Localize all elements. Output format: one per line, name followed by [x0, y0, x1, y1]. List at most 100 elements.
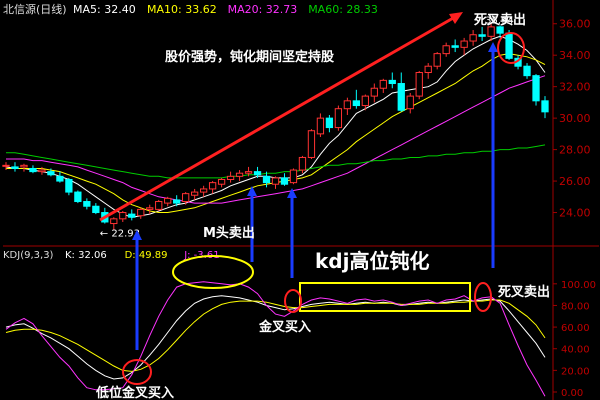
kdj-tick-label: 0.00	[561, 388, 583, 399]
kdj-k-line	[5, 295, 546, 380]
candle-up	[406, 95, 414, 110]
candle-down	[253, 171, 262, 176]
candle-up	[110, 218, 118, 225]
candle-up	[119, 212, 127, 220]
candle-down	[74, 191, 82, 203]
kdj-indicator-label: D: 49.89	[125, 250, 168, 261]
candle-up	[361, 95, 369, 107]
price-tick-label: 28.00	[559, 144, 591, 157]
candlesticks: ← 22.93 35.94	[2, 16, 549, 239]
death-cross-top-label: 死叉卖出	[474, 12, 526, 28]
candle-up	[20, 164, 28, 168]
candle-down	[541, 100, 549, 113]
candle-up	[217, 178, 226, 185]
ma-indicator-label: MA5: 32.40	[73, 3, 136, 16]
candle-down	[128, 213, 136, 218]
candle-down	[280, 177, 289, 185]
trend-arrow-line	[99, 15, 456, 222]
candle-up	[2, 164, 10, 167]
candle-down	[532, 75, 540, 102]
candle-up	[146, 207, 154, 210]
candle-up	[442, 45, 450, 55]
ma-indicator-label: MA20: 32.73	[228, 3, 298, 16]
candle-down	[65, 178, 73, 193]
candle-down	[388, 79, 396, 85]
price-tick-label: 24.00	[559, 207, 591, 220]
candle-down	[478, 34, 486, 37]
candle-down	[56, 175, 64, 182]
death-cross-bottom-label: 死叉卖出	[498, 284, 550, 300]
candle-up	[164, 197, 172, 204]
kdj-title: KDJ(9,3,3)	[3, 250, 54, 261]
low-price-label: ← 22.93	[100, 228, 140, 239]
kdj-d-line	[5, 299, 546, 372]
candle-up	[155, 201, 163, 210]
candle-up	[334, 108, 343, 129]
price-tick-label: 32.00	[559, 81, 591, 94]
kdj-lines	[5, 281, 546, 397]
candle-down	[11, 166, 19, 169]
kdj-tick-label: 20.00	[561, 366, 590, 377]
candle-down	[505, 32, 513, 59]
kdj-tick-label: 60.00	[561, 323, 590, 334]
trend-arrow-head	[449, 12, 463, 24]
candle-down	[352, 100, 360, 107]
candle-up	[343, 100, 352, 110]
kdj-indicator-label: J: -3.61	[183, 250, 219, 261]
m-top-ellipse	[172, 255, 254, 289]
candle-down	[496, 26, 504, 34]
candle-up	[307, 130, 316, 158]
price-tick-label: 36.00	[559, 18, 591, 31]
price-axis: 36.00 34.00 32.00 30.00 28.00 26.00 24.00	[553, 18, 591, 220]
candle-down	[173, 199, 181, 204]
high-price-label: 35.94	[485, 16, 514, 27]
candle-down	[83, 201, 91, 207]
stock-title: 北信源(日线)	[3, 2, 67, 16]
candle-up	[298, 156, 307, 171]
candle-up	[460, 40, 468, 48]
death-cross-price-marker	[497, 32, 525, 64]
candle-up	[137, 208, 145, 217]
candle-up	[469, 34, 477, 42]
signal-arrow-head	[247, 186, 257, 196]
candle-up	[226, 175, 235, 180]
candle-down	[451, 45, 459, 48]
kdj-indicator-label: K: 32.06	[65, 250, 107, 261]
candle-up	[487, 26, 495, 37]
candle-up	[182, 193, 190, 203]
candle-down	[47, 171, 55, 176]
candle-down	[397, 83, 405, 111]
candle-down	[29, 167, 37, 173]
kdj-tick-label: 80.00	[561, 301, 590, 312]
candle-up	[415, 72, 423, 97]
candle-up	[424, 65, 432, 74]
kdj-high-label: kdj高位钝化	[315, 249, 429, 273]
death-cross-kdj-marker	[474, 282, 492, 312]
price-tick-label: 34.00	[559, 49, 591, 62]
kdj-j-line	[5, 281, 546, 397]
signal-arrow-head	[132, 230, 142, 240]
low-golden-cross-marker	[122, 359, 152, 385]
candle-up	[370, 87, 378, 97]
annotation-shapes	[99, 12, 525, 385]
kdj-panel-header: KDJ(9,3,3) K: 32.06 D: 49.89 J: -3.61	[3, 250, 220, 261]
ma60-line	[6, 144, 546, 179]
candle-up	[433, 53, 441, 67]
kdj-axis: 100.00 80.00 60.00 40.00 20.00 0.00	[553, 280, 596, 399]
candle-up	[379, 79, 387, 89]
candle-down	[523, 65, 531, 77]
ma20-line	[6, 75, 546, 204]
golden-cross-label: 金叉买入	[258, 319, 311, 335]
kdj-high-rect	[299, 282, 471, 312]
price-tick-label: 30.00	[559, 112, 591, 125]
candle-up	[199, 188, 208, 193]
signal-arrow-head	[488, 42, 498, 52]
candle-up	[289, 169, 298, 184]
candle-up	[208, 182, 217, 190]
kdj-tick-label: 40.00	[561, 345, 590, 356]
golden-cross-low-label: 低位金叉买入	[95, 385, 174, 400]
main-panel-frame	[3, 0, 599, 400]
m-top-sell-label: M头卖出	[203, 225, 255, 241]
ma-indicator-label: MA60: 28.33	[308, 3, 378, 16]
